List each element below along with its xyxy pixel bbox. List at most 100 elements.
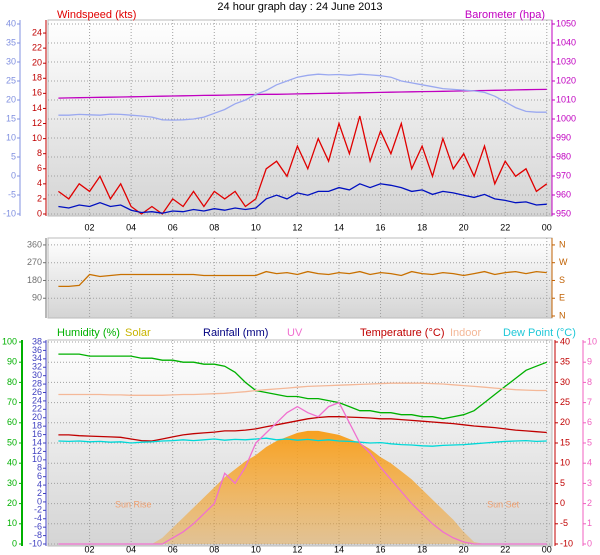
y-tick-label: 5 <box>560 478 565 488</box>
y-tick-label: 1050 <box>556 18 576 28</box>
y-tick-label: 40 <box>7 458 17 468</box>
y-tick-label: 40 <box>560 336 570 346</box>
y-tick-label: 10 <box>6 132 16 142</box>
x-tick-label: 06 <box>168 544 178 554</box>
x-tick-label: 06 <box>168 222 178 232</box>
y-tick-label: 4 <box>37 479 42 489</box>
series-label: Windspeed (kts) <box>57 9 136 21</box>
y-tick-label: 20 <box>32 58 42 68</box>
y-tick-label: 20 <box>560 417 570 427</box>
y-tick-label: 100 <box>2 336 17 346</box>
y-tick-label: 25 <box>560 397 570 407</box>
y-tick-label: 40 <box>6 18 16 28</box>
x-tick-label: 14 <box>334 222 344 232</box>
y-tick-label: 970 <box>556 170 571 180</box>
y-tick-label: 5 <box>11 151 16 161</box>
y-tick-label: 5 <box>587 437 592 447</box>
y-tick-label: 4 <box>587 458 592 468</box>
y-tick-label: 20 <box>6 94 16 104</box>
x-tick-label: 00 <box>542 222 552 232</box>
y-tick-label: 10 <box>7 518 17 528</box>
y-tick-label: 0 <box>12 538 17 548</box>
y-tick-label: -5 <box>560 518 568 528</box>
y-tick-label: 3 <box>587 478 592 488</box>
y-tick-label: 1020 <box>556 75 576 85</box>
y-tick-label: -4 <box>34 513 42 523</box>
y-tick-label: 36 <box>32 345 42 355</box>
x-tick-label: 08 <box>209 222 219 232</box>
y-tick-label: 7 <box>587 397 592 407</box>
series-label: Humidity (%) <box>57 327 120 339</box>
line <box>58 382 547 396</box>
y-tick-label: 30 <box>32 370 42 380</box>
y-tick-label: W <box>559 257 568 267</box>
y-tick-label: N <box>559 239 566 249</box>
y-tick-label: 12 <box>32 118 42 128</box>
x-tick-label: 12 <box>292 544 302 554</box>
y-tick-label: 0 <box>37 208 42 218</box>
y-tick-label: 38 <box>32 336 42 346</box>
y-tick-label: 1010 <box>556 94 576 104</box>
y-tick-label: 1000 <box>556 113 576 123</box>
x-tick-label: 20 <box>459 544 469 554</box>
line <box>58 270 547 288</box>
y-tick-label: 35 <box>6 37 16 47</box>
series-label: Dew Point (°C) <box>503 327 576 339</box>
y-tick-label: 10 <box>32 454 42 464</box>
y-tick-label: 30 <box>6 56 16 66</box>
series-label: Solar <box>125 327 151 339</box>
y-tick-label: 80 <box>7 377 17 387</box>
line <box>58 353 548 420</box>
y-tick-label: 360 <box>27 239 42 249</box>
y-tick-label: 0 <box>11 170 16 180</box>
y-tick-label: 4 <box>37 178 42 188</box>
y-tick-label: 10 <box>587 336 597 346</box>
x-tick-label: 12 <box>292 222 302 232</box>
y-tick-label: 26 <box>32 387 42 397</box>
y-tick-label: 14 <box>32 437 42 447</box>
plot-background <box>47 237 553 319</box>
y-tick-label: 34 <box>32 353 42 363</box>
y-tick-label: 960 <box>556 189 571 199</box>
chart-title: 24 hour graph day : 24 June 2013 <box>217 1 382 13</box>
y-tick-label: 0 <box>560 498 565 508</box>
y-tick-label: 15 <box>6 113 16 123</box>
y-tick-label: 6 <box>37 163 42 173</box>
y-tick-label: E <box>559 293 565 303</box>
x-tick-label: 18 <box>417 222 427 232</box>
y-tick-label: 22 <box>32 43 42 53</box>
y-tick-label: 1040 <box>556 37 576 47</box>
y-tick-label: 1030 <box>556 56 576 66</box>
y-tick-label: 270 <box>27 257 42 267</box>
x-tick-label: 22 <box>500 544 510 554</box>
line <box>58 416 547 442</box>
y-tick-label: 32 <box>32 362 42 372</box>
x-tick-label: 20 <box>459 222 469 232</box>
y-tick-label: 6 <box>37 471 42 481</box>
y-tick-label: -5 <box>8 189 16 199</box>
y-tick-label: -2 <box>34 505 42 515</box>
x-tick-label: 16 <box>376 544 386 554</box>
series-label: Barometer (hpa) <box>465 9 545 21</box>
axis-label: Rainfall (mm) <box>203 327 268 339</box>
x-tick-label: 02 <box>85 222 95 232</box>
y-tick-label: -8 <box>34 530 42 540</box>
y-tick-label: -10 <box>560 538 573 548</box>
y-tick-label: 22 <box>32 404 42 414</box>
y-tick-label: 90 <box>7 357 17 367</box>
x-tick-label: 00 <box>542 544 552 554</box>
y-tick-label: N <box>559 310 566 320</box>
x-tick-label: 10 <box>251 222 261 232</box>
y-tick-label: 30 <box>560 377 570 387</box>
y-tick-label: -6 <box>34 522 42 532</box>
y-tick-label: 16 <box>32 88 42 98</box>
x-tick-label: 10 <box>251 544 261 554</box>
chart-panel: 02 04 06 08 10 12 14 16 18 20 22 000102030405060708… <box>2 327 597 554</box>
y-tick-label: 25 <box>6 75 16 85</box>
annotation: Sun Set <box>487 499 520 509</box>
y-tick-label: 0 <box>37 496 42 506</box>
x-tick-label: 22 <box>500 222 510 232</box>
y-tick-label: 24 <box>32 395 42 405</box>
y-tick-label: 1 <box>587 518 592 528</box>
